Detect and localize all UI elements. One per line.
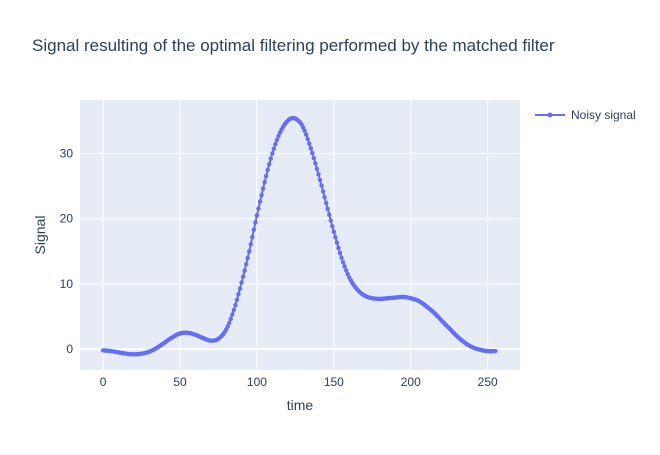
data-point[interactable]	[268, 156, 273, 161]
data-point[interactable]	[316, 172, 321, 177]
data-point[interactable]	[314, 166, 320, 172]
data-point[interactable]	[339, 255, 344, 261]
y-axis-title: Signal	[32, 216, 48, 255]
data-point[interactable]	[259, 192, 264, 198]
plot-area	[80, 100, 520, 370]
data-point[interactable]	[322, 195, 327, 200]
data-point[interactable]	[243, 262, 249, 267]
data-point[interactable]	[319, 183, 324, 188]
data-point[interactable]	[345, 271, 350, 277]
data-point[interactable]	[333, 235, 338, 240]
data-point[interactable]	[231, 307, 237, 313]
data-point[interactable]	[227, 320, 232, 326]
data-point[interactable]	[236, 292, 241, 297]
data-point[interactable]	[260, 186, 266, 191]
data-point[interactable]	[274, 137, 280, 143]
data-point[interactable]	[233, 302, 238, 308]
data-point[interactable]	[247, 249, 252, 254]
chart-title: Signal resulting of the optimal filterin…	[32, 36, 555, 55]
data-point[interactable]	[248, 242, 253, 247]
data-point[interactable]	[343, 268, 349, 273]
data-point[interactable]	[251, 227, 257, 233]
data-point[interactable]	[271, 146, 277, 151]
data-point[interactable]	[493, 348, 498, 354]
data-point[interactable]	[340, 260, 346, 265]
data-point[interactable]	[230, 312, 235, 317]
data-point[interactable]	[337, 250, 343, 256]
data-point[interactable]	[253, 220, 258, 225]
data-point[interactable]	[308, 146, 313, 151]
data-point[interactable]	[225, 324, 230, 329]
x-tick-label: 200	[401, 375, 421, 389]
data-point[interactable]	[267, 161, 272, 167]
data-point[interactable]	[330, 223, 335, 229]
data-point[interactable]	[273, 141, 278, 147]
data-point[interactable]	[263, 173, 269, 179]
data-point[interactable]	[276, 133, 281, 139]
data-point[interactable]	[270, 151, 275, 156]
data-point[interactable]	[242, 268, 247, 273]
series-layer	[100, 115, 498, 357]
data-point[interactable]	[237, 286, 243, 291]
data-point[interactable]	[320, 189, 326, 194]
tick-labels: 0 50 100 150 200 250 0 10 20 30	[60, 146, 498, 389]
legend[interactable]: Noisy signal	[535, 108, 636, 122]
legend-label: Noisy signal	[571, 108, 636, 122]
data-point[interactable]	[228, 316, 233, 322]
x-tick-label: 50	[173, 375, 187, 389]
data-point[interactable]	[250, 234, 255, 240]
y-tick-label: 20	[60, 212, 74, 226]
y-tick-label: 30	[60, 146, 74, 160]
x-tick-label: 0	[100, 375, 107, 389]
data-point[interactable]	[234, 297, 240, 302]
data-point[interactable]	[257, 199, 263, 204]
data-point[interactable]	[307, 141, 312, 146]
data-point[interactable]	[262, 179, 267, 185]
data-point[interactable]	[300, 125, 306, 130]
x-tick-label: 250	[478, 375, 498, 389]
data-point[interactable]	[265, 167, 270, 173]
data-point[interactable]	[342, 264, 347, 269]
data-point[interactable]	[303, 132, 309, 137]
data-point[interactable]	[305, 136, 310, 142]
data-point[interactable]	[331, 229, 337, 234]
y-tick-label: 10	[60, 277, 74, 291]
data-point[interactable]	[327, 212, 332, 217]
data-point[interactable]	[254, 213, 260, 218]
data-point[interactable]	[311, 155, 317, 161]
data-point[interactable]	[313, 161, 318, 166]
data-point[interactable]	[323, 200, 329, 206]
data-point[interactable]	[302, 128, 307, 133]
data-point[interactable]	[328, 218, 333, 223]
x-tick-label: 100	[247, 375, 267, 389]
y-tick-label: 0	[66, 342, 73, 356]
data-point[interactable]	[256, 206, 261, 211]
data-point[interactable]	[239, 280, 244, 285]
data-point[interactable]	[317, 177, 323, 183]
data-point[interactable]	[240, 274, 246, 279]
legend-marker-icon	[547, 112, 553, 118]
data-point[interactable]	[334, 240, 340, 245]
data-point[interactable]	[245, 255, 250, 261]
x-tick-label: 150	[324, 375, 344, 389]
data-point[interactable]	[325, 206, 330, 212]
x-axis-title: time	[287, 397, 314, 413]
data-point[interactable]	[336, 245, 341, 251]
data-point[interactable]	[310, 150, 315, 156]
